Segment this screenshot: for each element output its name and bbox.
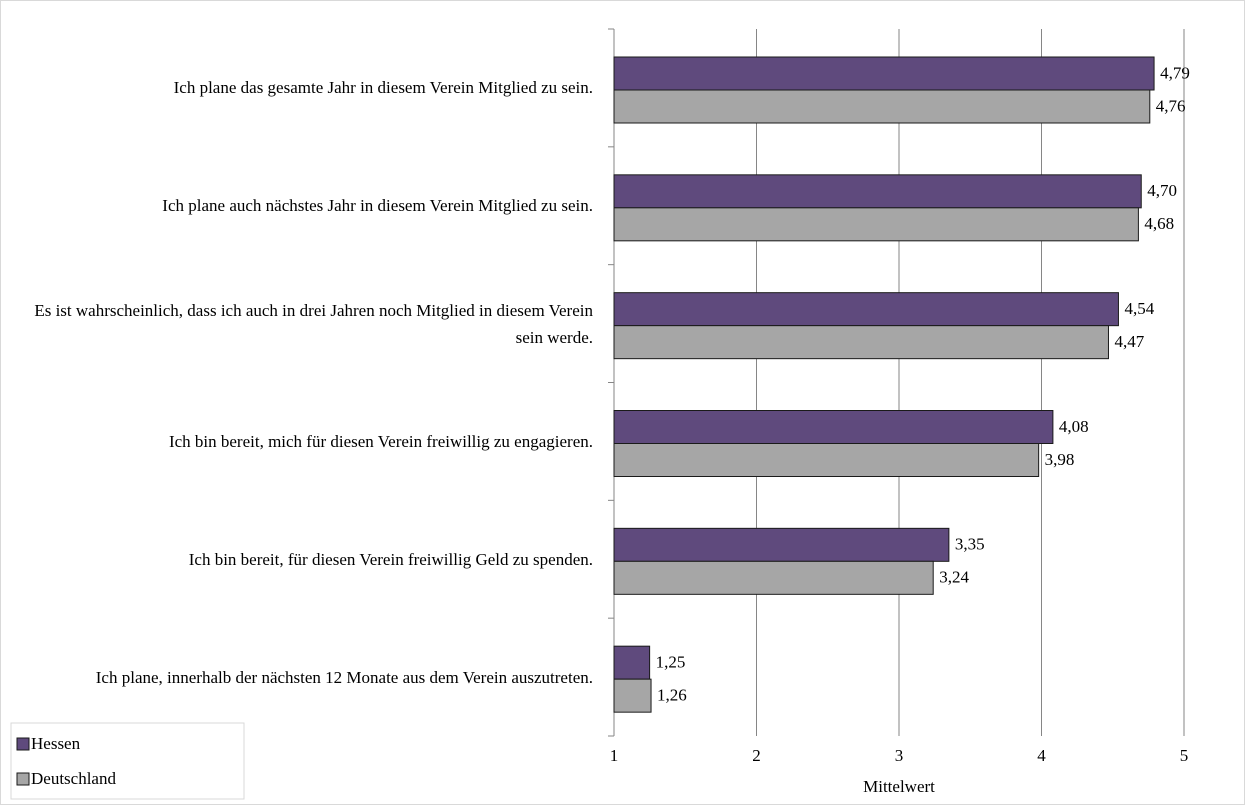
y-tick-label: Ich plane auch nächstes Jahr in diesem V… — [162, 196, 593, 216]
y-tick-label: Ich bin bereit, für diesen Verein freiwi… — [188, 549, 593, 569]
bar — [613, 174, 1142, 209]
x-tick-label: 2 — [752, 746, 761, 765]
data-label: 4,47 — [1114, 332, 1144, 351]
data-label: 4,54 — [1124, 299, 1154, 318]
legend-swatch — [16, 772, 30, 786]
x-tick-label: 3 — [895, 746, 904, 765]
bar — [613, 410, 1054, 444]
legend-box — [10, 722, 245, 800]
data-label: 1,25 — [656, 653, 686, 672]
data-label: 3,98 — [1045, 450, 1075, 469]
y-tick-label: Es ist wahrscheinlich, dass ich auch in … — [34, 300, 593, 347]
x-axis-label: Mittelwert — [863, 777, 935, 796]
bar — [613, 560, 934, 595]
data-label: 4,08 — [1059, 417, 1089, 436]
bar — [613, 207, 1139, 242]
bar — [613, 89, 1151, 124]
bar — [613, 325, 1109, 360]
legend-swatch — [16, 737, 30, 751]
data-label: 4,70 — [1147, 181, 1177, 200]
y-tick-label: Ich plane das gesamte Jahr in diesem Ver… — [173, 78, 593, 98]
data-label: 3,35 — [955, 535, 985, 554]
bar — [613, 678, 652, 713]
bar — [613, 443, 1040, 477]
legend-label: Hessen — [31, 734, 81, 753]
data-label: 4,76 — [1156, 96, 1186, 115]
bar — [613, 56, 1155, 91]
bar — [613, 292, 1119, 327]
data-label: 4,79 — [1160, 63, 1190, 82]
y-tick-label: Ich bin bereit, mich für diesen Verein f… — [168, 431, 593, 451]
data-label: 3,24 — [939, 568, 969, 587]
x-tick-label: 1 — [610, 746, 619, 765]
x-tick-label: 5 — [1180, 746, 1189, 765]
data-label: 1,26 — [657, 686, 687, 705]
y-tick-label: Ich plane, innerhalb der nächsten 12 Mon… — [95, 667, 593, 687]
bar — [613, 645, 651, 680]
legend-label: Deutschland — [31, 769, 116, 788]
bar — [613, 527, 950, 562]
data-label: 4,68 — [1144, 214, 1174, 233]
x-tick-label: 4 — [1037, 746, 1046, 765]
